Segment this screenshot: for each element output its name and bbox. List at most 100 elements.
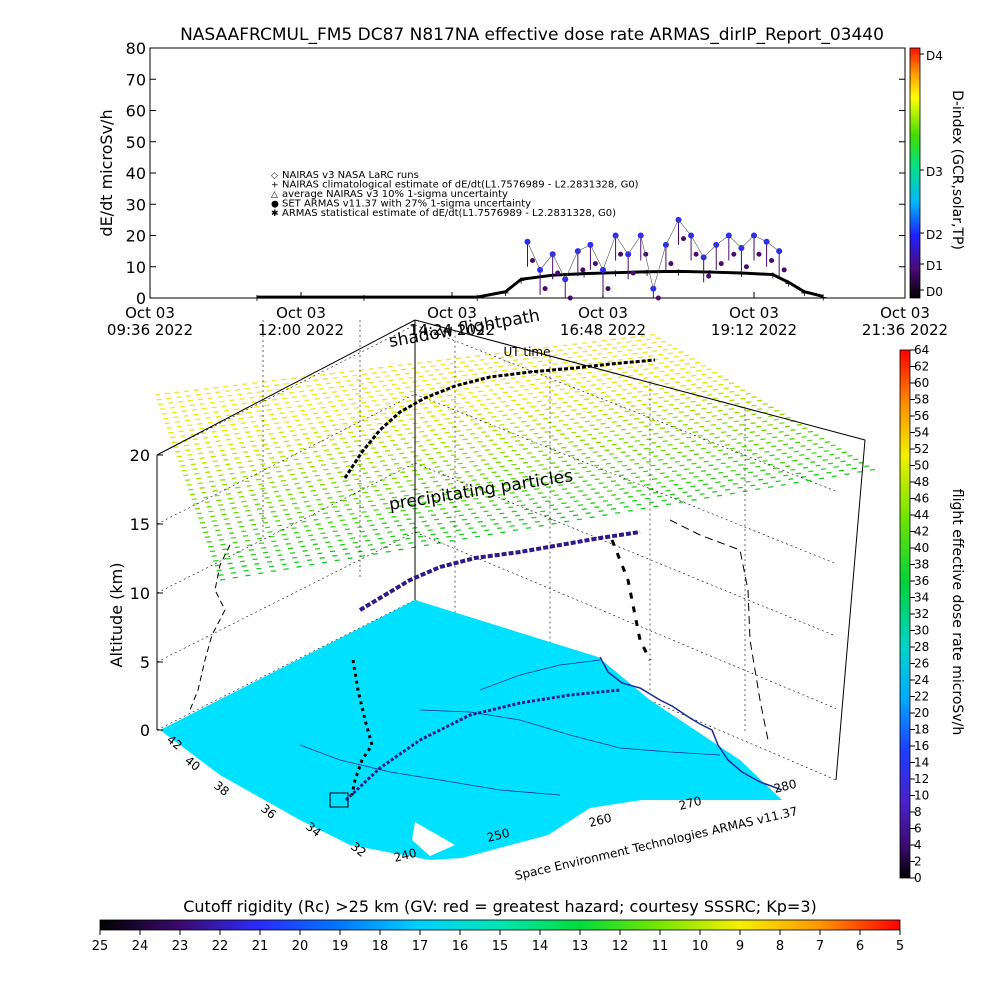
- dose-field-dash: [730, 469, 736, 472]
- dose-field-dash: [581, 342, 588, 344]
- dose-field-dash: [556, 406, 562, 409]
- armas-stat-point: [618, 251, 624, 257]
- dose-field-dash: [566, 464, 572, 467]
- dose-field-dash: [361, 434, 367, 437]
- dose-field-dash: [424, 505, 430, 508]
- dose-field-dash: [707, 487, 713, 490]
- dose-field-dash: [217, 395, 223, 398]
- dose-field-dash: [306, 559, 313, 561]
- dose-field-dash: [348, 431, 354, 434]
- dose-field-dash: [722, 453, 728, 455]
- dose-field-dash: [607, 417, 613, 420]
- dose-colorbar-tick-label: 46: [914, 492, 929, 506]
- grid-line: [156, 599, 416, 731]
- dose-field-dash: [408, 376, 414, 379]
- dose-field-dash: [423, 544, 429, 547]
- dose-field-dash: [728, 416, 734, 419]
- dose-field-dash: [289, 410, 295, 413]
- dose-field-dash: [230, 536, 236, 539]
- dose-field-dash: [577, 346, 583, 349]
- dose-field-dash: [704, 496, 710, 499]
- dose-field-dash: [362, 491, 368, 494]
- dose-field-dash: [648, 501, 655, 504]
- dose-field-dash: [585, 512, 591, 515]
- dose-field-dash: [246, 411, 252, 414]
- dose-field-dash: [526, 452, 532, 454]
- dose-field-dash: [370, 447, 376, 450]
- dose-field-dash: [336, 414, 342, 416]
- dose-field-dash: [540, 510, 546, 513]
- dose-field-dash: [307, 422, 314, 425]
- dose-field-dash: [830, 444, 836, 447]
- dose-field-dash: [458, 370, 464, 373]
- dose-field-dash: [482, 371, 488, 374]
- dose-field-dash: [416, 412, 422, 415]
- dose-field-dash: [213, 411, 219, 413]
- dose-field-dash: [745, 418, 751, 421]
- dose-field-dash: [382, 502, 388, 505]
- dose-field-dash: [536, 506, 542, 509]
- dose-field-dash: [498, 387, 504, 390]
- top-x-tick-time: 09:36 2022: [107, 321, 193, 339]
- dose-field-dash: [206, 540, 212, 543]
- dose-field-dash: [253, 425, 259, 428]
- dose-field-dash: [221, 454, 227, 456]
- altitude-tick-label: 20: [130, 446, 150, 465]
- dose-field-dash: [683, 414, 690, 417]
- dose-field-dash: [834, 457, 841, 459]
- dose-field-dash: [671, 470, 677, 473]
- dose-field-dash: [538, 450, 544, 453]
- dose-field-dash: [349, 417, 355, 419]
- dose-field-dash: [707, 385, 713, 388]
- dose-field-dash: [218, 574, 224, 576]
- dose-field-dash: [340, 404, 347, 406]
- dose-field-dash: [475, 355, 481, 357]
- armas-stat-point: [592, 261, 598, 267]
- dose-field-dash: [351, 454, 357, 457]
- dose-field-dash: [502, 516, 508, 519]
- dose-field-dash: [214, 564, 221, 567]
- dose-field-dash: [317, 402, 323, 405]
- dose-field-dash: [489, 357, 495, 360]
- dose-field-dash: [205, 392, 211, 395]
- dose-field-dash: [701, 381, 707, 384]
- dose-field-dash: [573, 500, 579, 503]
- dose-field-dash: [314, 398, 320, 400]
- dose-field-dash: [158, 403, 164, 406]
- dose-field-dash: [230, 448, 236, 450]
- dose-field-dash: [844, 473, 850, 475]
- dose-field-dash: [409, 522, 415, 525]
- dose-field-dash: [218, 474, 224, 477]
- dose-field-dash: [269, 481, 275, 484]
- grid-line: [414, 324, 837, 492]
- dose-field-dash: [295, 536, 302, 539]
- dose-field-dash: [442, 377, 448, 379]
- dose-field-dash: [405, 414, 411, 416]
- dose-field-dash: [555, 384, 561, 387]
- dose-field-dash: [388, 407, 394, 409]
- dose-field-dash: [594, 492, 600, 494]
- dose-field-dash: [664, 391, 670, 394]
- dose-colorbar-tick-label: 2: [914, 855, 922, 869]
- dose-field-dash: [230, 571, 237, 574]
- dose-field-dash: [271, 486, 277, 488]
- nairas-point: +: [473, 293, 481, 304]
- dose-field-dash: [646, 438, 652, 441]
- dose-field-dash: [392, 397, 398, 400]
- dose-field-dash: [465, 456, 471, 459]
- dose-field-dash: [552, 438, 559, 441]
- dose-field-dash: [607, 360, 613, 363]
- dose-field-dash: [281, 563, 287, 566]
- dose-field-dash: [446, 358, 452, 361]
- dose-field-dash: [455, 430, 461, 433]
- dose-field-dash: [414, 440, 421, 443]
- dose-field-dash: [746, 449, 753, 452]
- dose-field-dash: [679, 442, 685, 444]
- dose-field-dash: [302, 413, 308, 416]
- dose-field-dash: [567, 348, 573, 350]
- dose-field-dash: [496, 397, 502, 399]
- dose-field-dash: [450, 454, 456, 457]
- dose-field-dash: [781, 452, 787, 455]
- dose-field-dash: [740, 397, 746, 400]
- dose-field-dash: [342, 422, 348, 425]
